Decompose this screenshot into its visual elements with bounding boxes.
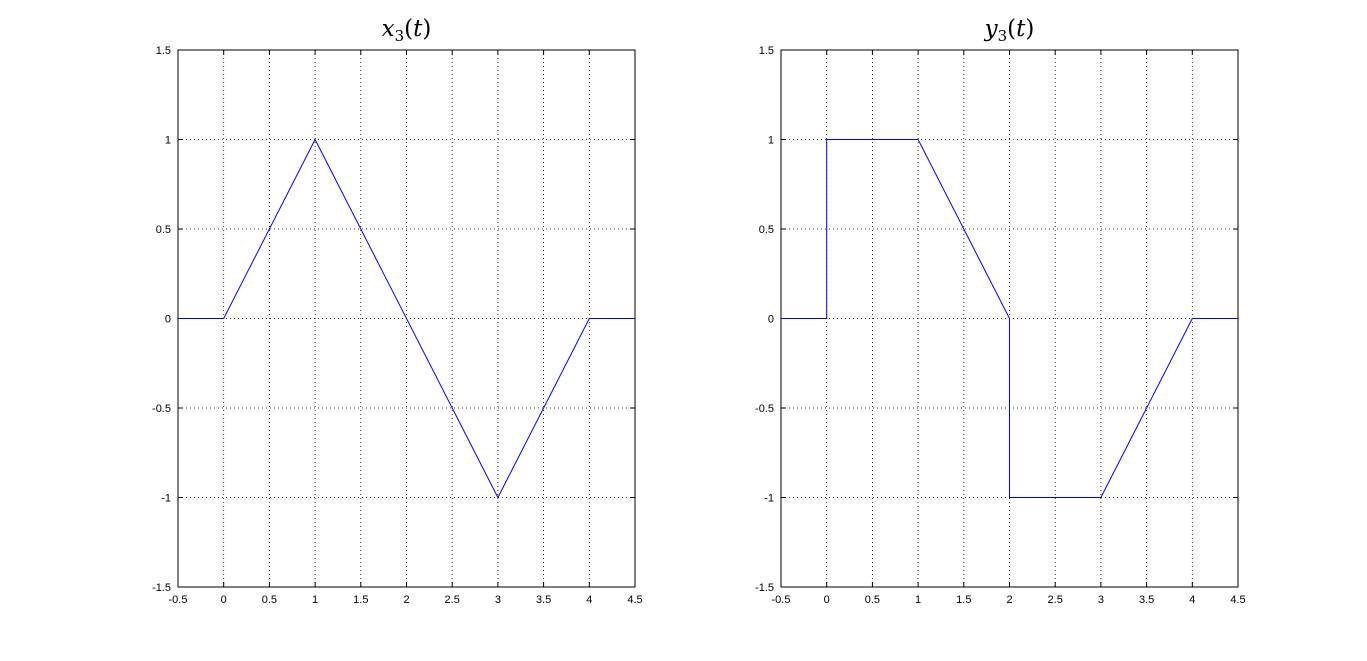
y-tick-label: 0.5	[759, 224, 774, 236]
x-tick-label: 3	[495, 594, 501, 606]
x-tick-label: 1.5	[956, 594, 971, 606]
x-tick-label: 2	[1006, 594, 1012, 606]
title-open-paren: (	[404, 16, 413, 42]
x-tick-label: 3	[1098, 594, 1104, 606]
y-tick-label: 1	[165, 135, 171, 147]
y-tick-label: 1.5	[156, 45, 171, 57]
title-subscript: 3	[395, 27, 405, 45]
y-tick-label: 1.5	[759, 45, 774, 57]
x-tick-label: 3.5	[536, 594, 551, 606]
x-tick-label: 0.5	[262, 594, 277, 606]
x-tick-label: 0	[824, 594, 830, 606]
y-tick-label: 0	[165, 314, 171, 326]
x-tick-label: 3.5	[1139, 594, 1154, 606]
y-tick-label: -0.5	[152, 403, 171, 415]
x-tick-label: 4.5	[1230, 594, 1245, 606]
series-line-1	[781, 139, 1238, 498]
x-tick-label: 1	[312, 594, 318, 606]
chart-1: -0.5 0 0.5 1 1.5 2 2.5 3 3.5 4 4.5 -1.5 -1 -0.5 0 0.5 1 1…	[152, 16, 643, 606]
chart-title: y3(t)	[984, 16, 1035, 45]
x-tick-label: 4	[586, 594, 592, 606]
y-tick-label: 0	[768, 314, 774, 326]
y-tick-label: -1	[161, 493, 171, 505]
x-tick-label: -0.5	[772, 594, 791, 606]
x-tick-label: 1	[915, 594, 921, 606]
x-tick-label: 2	[403, 594, 409, 606]
title-base: y	[984, 16, 999, 42]
x-tick-label: 2.5	[1048, 594, 1063, 606]
title-open-paren: (	[1007, 16, 1016, 42]
y-tick-label: -1.5	[152, 582, 171, 594]
x-tick-label: 4	[1189, 594, 1195, 606]
y-tick-label: -0.5	[755, 403, 774, 415]
x-tick-label: 0.5	[865, 594, 880, 606]
x-tick-label: 2.5	[445, 594, 460, 606]
y-tick-label: -1.5	[755, 582, 774, 594]
series-line-1	[178, 138, 635, 499]
x-tick-label: 1.5	[353, 594, 368, 606]
y-tick-label: 0.5	[156, 224, 171, 236]
x-tick-label: 0	[221, 594, 227, 606]
title-base: x	[382, 16, 395, 42]
title-close-paren: )	[422, 16, 431, 42]
chart-2: -0.5 0 0.5 1 1.5 2 2.5 3 3.5 4 4.5 -1.5 -1 -0.5 0 0.5 1 1…	[755, 16, 1246, 606]
y-tick-label: 1	[768, 135, 774, 147]
title-close-paren: )	[1025, 16, 1034, 42]
title-argument: t	[413, 16, 423, 42]
x-tick-label: 4.5	[627, 594, 642, 606]
title-subscript: 3	[998, 27, 1008, 45]
title-argument: t	[1016, 16, 1026, 42]
y-tick-label: -1	[764, 493, 774, 505]
chart-title: x3(t)	[382, 16, 432, 45]
x-tick-label: -0.5	[169, 594, 188, 606]
